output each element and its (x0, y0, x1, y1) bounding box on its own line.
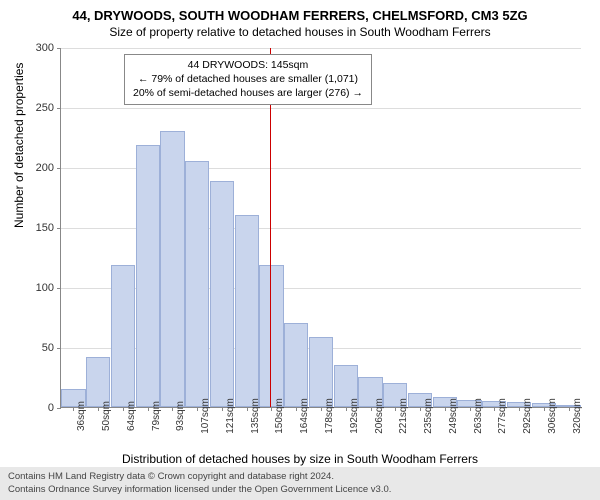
footer: Contains HM Land Registry data © Crown c… (0, 467, 600, 500)
histogram-bar (309, 337, 333, 407)
histogram-chart: 05010015020025030036sqm50sqm64sqm79sqm93… (60, 48, 580, 408)
y-tick (57, 228, 61, 229)
x-tick (98, 407, 99, 411)
y-tick-label: 250 (24, 102, 54, 114)
y-axis-label: Number of detached properties (12, 63, 26, 228)
x-tick (519, 407, 520, 411)
x-tick (247, 407, 248, 411)
y-tick-label: 100 (24, 282, 54, 294)
annot-line2: ← 79% of detached houses are smaller (1,… (133, 72, 363, 86)
x-tick (123, 407, 124, 411)
y-tick-label: 150 (24, 222, 54, 234)
x-axis-label: Distribution of detached houses by size … (0, 452, 600, 466)
x-tick (296, 407, 297, 411)
x-tick (148, 407, 149, 411)
annotation-box: 44 DRYWOODS: 145sqm ← 79% of detached ho… (124, 54, 372, 105)
title-main: 44, DRYWOODS, SOUTH WOODHAM FERRERS, CHE… (0, 0, 600, 23)
title-sub: Size of property relative to detached ho… (0, 23, 600, 39)
y-tick (57, 348, 61, 349)
footer-line2: Contains Ordnance Survey information lic… (8, 484, 592, 496)
x-tick (73, 407, 74, 411)
histogram-bar (259, 265, 283, 407)
histogram-bar (136, 145, 160, 407)
y-tick (57, 48, 61, 49)
y-tick-label: 200 (24, 162, 54, 174)
x-tick (371, 407, 372, 411)
histogram-bar (185, 161, 209, 407)
x-tick (271, 407, 272, 411)
y-tick (57, 408, 61, 409)
annot-line1: 44 DRYWOODS: 145sqm (133, 58, 363, 72)
x-tick (470, 407, 471, 411)
y-tick (57, 288, 61, 289)
y-tick-label: 0 (24, 402, 54, 414)
y-tick (57, 168, 61, 169)
x-tick (321, 407, 322, 411)
x-tick (494, 407, 495, 411)
histogram-bar (210, 181, 234, 407)
footer-line1: Contains HM Land Registry data © Crown c… (8, 471, 592, 483)
x-tick (172, 407, 173, 411)
x-tick (346, 407, 347, 411)
histogram-bar (86, 357, 110, 407)
annot-line3: 20% of semi-detached houses are larger (… (133, 86, 363, 100)
histogram-bar (111, 265, 135, 407)
x-tick (222, 407, 223, 411)
x-tick (395, 407, 396, 411)
histogram-bar (160, 131, 184, 407)
y-tick-label: 50 (24, 342, 54, 354)
gridline (61, 48, 581, 49)
histogram-bar (235, 215, 259, 407)
x-tick (569, 407, 570, 411)
y-tick-label: 300 (24, 42, 54, 54)
histogram-bar (284, 323, 308, 407)
x-tick (544, 407, 545, 411)
x-tick-label: 306sqm (547, 398, 558, 434)
x-tick (445, 407, 446, 411)
y-tick (57, 108, 61, 109)
x-tick (197, 407, 198, 411)
gridline (61, 108, 581, 109)
x-tick-label: 320sqm (572, 398, 583, 434)
x-tick (420, 407, 421, 411)
